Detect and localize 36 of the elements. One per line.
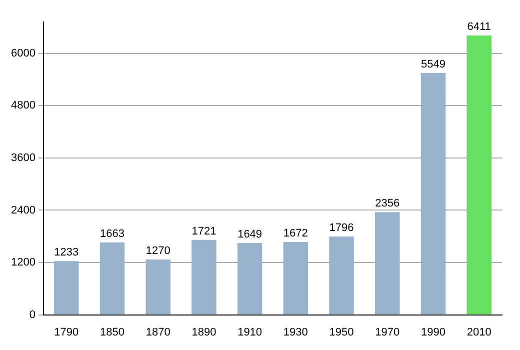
data-label: 1649 <box>238 228 262 240</box>
x-tick-label: 1870 <box>146 326 170 338</box>
bar <box>283 242 308 314</box>
x-tick-label: 1930 <box>283 326 308 338</box>
data-label: 5549 <box>420 58 446 71</box>
x-tick-label: 2010 <box>466 326 492 338</box>
bar <box>329 236 354 314</box>
x-tick-label: 1850 <box>100 326 124 338</box>
data-label: 1270 <box>146 244 170 257</box>
y-tick-label: 6000 <box>10 47 36 60</box>
data-label: 1672 <box>283 227 308 240</box>
bar <box>100 242 125 314</box>
y-tick-label: 2400 <box>10 204 36 216</box>
x-tick-label: 1950 <box>329 326 354 338</box>
x-tick-label: 1990 <box>420 326 446 338</box>
x-tick-label: 1970 <box>375 326 400 338</box>
data-label: 1721 <box>192 225 216 238</box>
bar <box>54 261 79 314</box>
x-tick-label: 1890 <box>192 326 216 338</box>
data-label: 1796 <box>329 222 354 234</box>
data-label: 1663 <box>100 228 124 240</box>
bar <box>466 35 492 314</box>
data-label: 1233 <box>54 246 79 259</box>
data-label: 2356 <box>375 198 400 210</box>
bar <box>420 73 446 314</box>
bar <box>146 259 170 314</box>
data-label: 6411 <box>467 20 491 33</box>
x-tick-label: 1790 <box>54 326 79 338</box>
y-tick-label: 0 <box>29 308 36 321</box>
y-tick-label: 3600 <box>10 152 36 164</box>
y-tick-label: 1200 <box>10 256 36 269</box>
x-tick-label: 1910 <box>238 326 262 338</box>
bar <box>192 240 216 314</box>
bar <box>237 242 262 314</box>
y-tick-label: 4800 <box>10 100 36 112</box>
bar <box>374 212 400 314</box>
